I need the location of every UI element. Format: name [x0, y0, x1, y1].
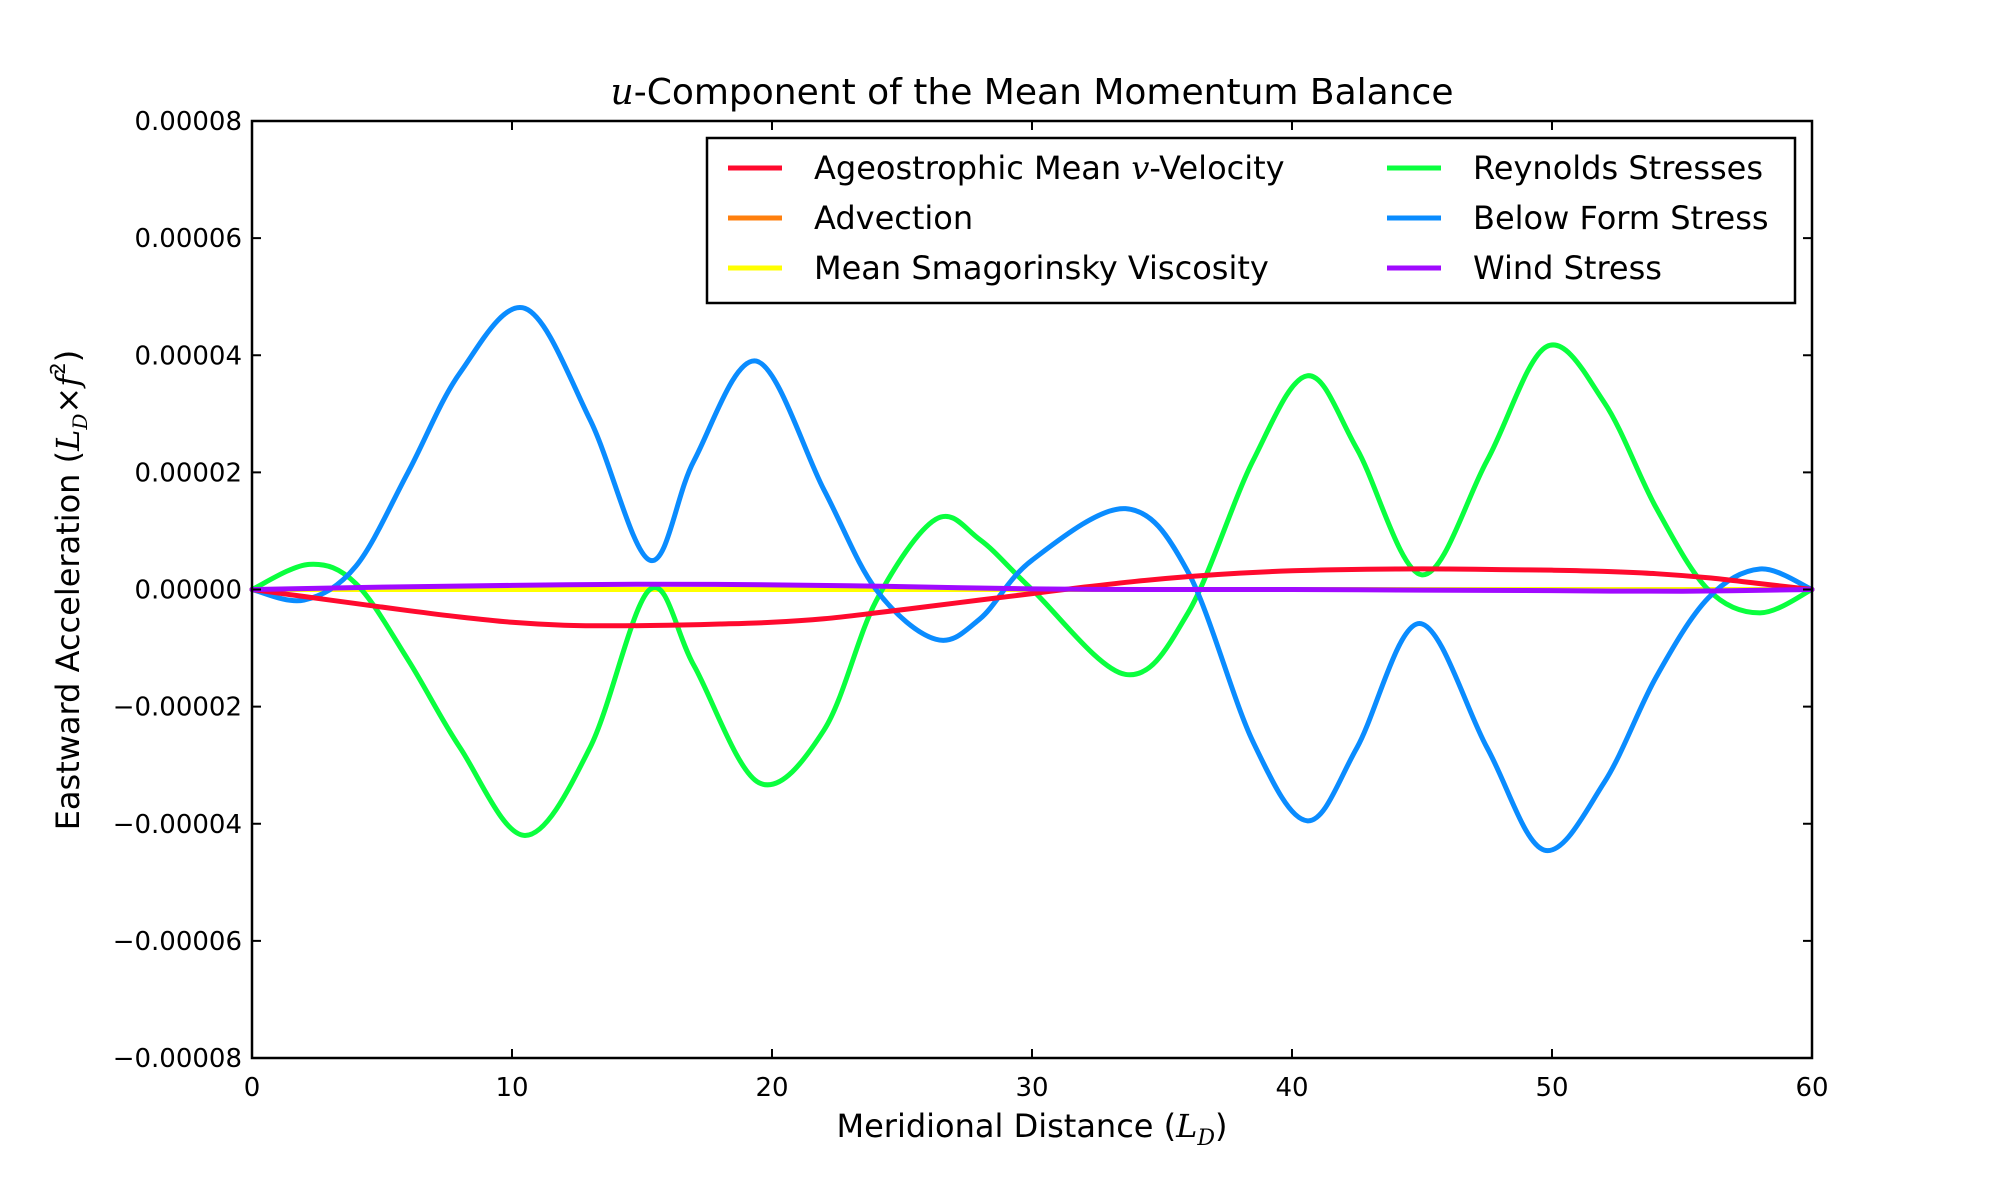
x-tick-label: 20 [755, 1073, 788, 1103]
legend-label: Below Form Stress [1473, 199, 1769, 237]
y-tick-label: 0.00006 [134, 224, 242, 254]
legend-entry: Advection [728, 199, 973, 237]
legend-entry: Ageostrophic Mean v-Velocity [728, 149, 1285, 187]
x-tick-label: 50 [1535, 1073, 1568, 1103]
x-tick-label: 0 [244, 1073, 261, 1103]
series-line-below-form-stress [249, 305, 1815, 853]
x-tick-label: 40 [1275, 1073, 1308, 1103]
legend-label: Advection [814, 199, 973, 237]
legend: Ageostrophic Mean v-Velocity Advection Mea… [705, 136, 1797, 305]
x-axis-label: Meridional Distance (LD) [836, 1107, 1227, 1151]
x-tick-label: 30 [1015, 1073, 1048, 1103]
legend-label: Mean Smagorinsky Viscosity [814, 249, 1269, 287]
y-tick-label: 0.00002 [134, 458, 242, 488]
series-line-wind-stress [249, 581, 1815, 594]
y-tick-label: −0.00008 [113, 1044, 242, 1074]
legend-label: Ageostrophic Mean v-Velocity [814, 149, 1285, 187]
legend-entry: Mean Smagorinsky Viscosity [728, 249, 1269, 287]
y-axis-ticks: −0.00008 −0.00006 −0.00004 −0.00002 0.00000 0… [113, 107, 1812, 1074]
x-axis-ticks: 0 10 20 30 40 50 60 [244, 121, 1829, 1103]
legend-label: Wind Stress [1473, 249, 1662, 287]
y-tick-label: 0.00000 [134, 576, 242, 606]
y-tick-label: −0.00002 [113, 693, 242, 723]
y-tick-label: 0.00004 [134, 341, 242, 371]
y-axis-label: Eastward Acceleration (LD×f2) [46, 350, 92, 831]
x-tick-label: 10 [495, 1073, 528, 1103]
x-tick-label: 60 [1795, 1073, 1828, 1103]
legend-box [705, 136, 1797, 305]
chart-title: u-Component of the Mean Momentum Balance [611, 72, 1454, 113]
legend-entry: Reynolds Stresses [1387, 149, 1763, 187]
series-line-ageostrophic-mean-v-velocity [249, 566, 1815, 629]
legend-items: Ageostrophic Mean v-Velocity Advection Mea… [728, 149, 1769, 287]
y-tick-label: 0.00008 [134, 107, 242, 137]
legend-label: Reynolds Stresses [1473, 149, 1763, 187]
legend-entry: Below Form Stress [1387, 199, 1769, 237]
legend-entry: Wind Stress [1387, 249, 1662, 287]
y-tick-label: −0.00004 [113, 810, 242, 840]
series-layer [249, 305, 1815, 853]
series-line-reynolds-stresses [249, 342, 1815, 838]
y-tick-label: −0.00006 [113, 927, 242, 957]
